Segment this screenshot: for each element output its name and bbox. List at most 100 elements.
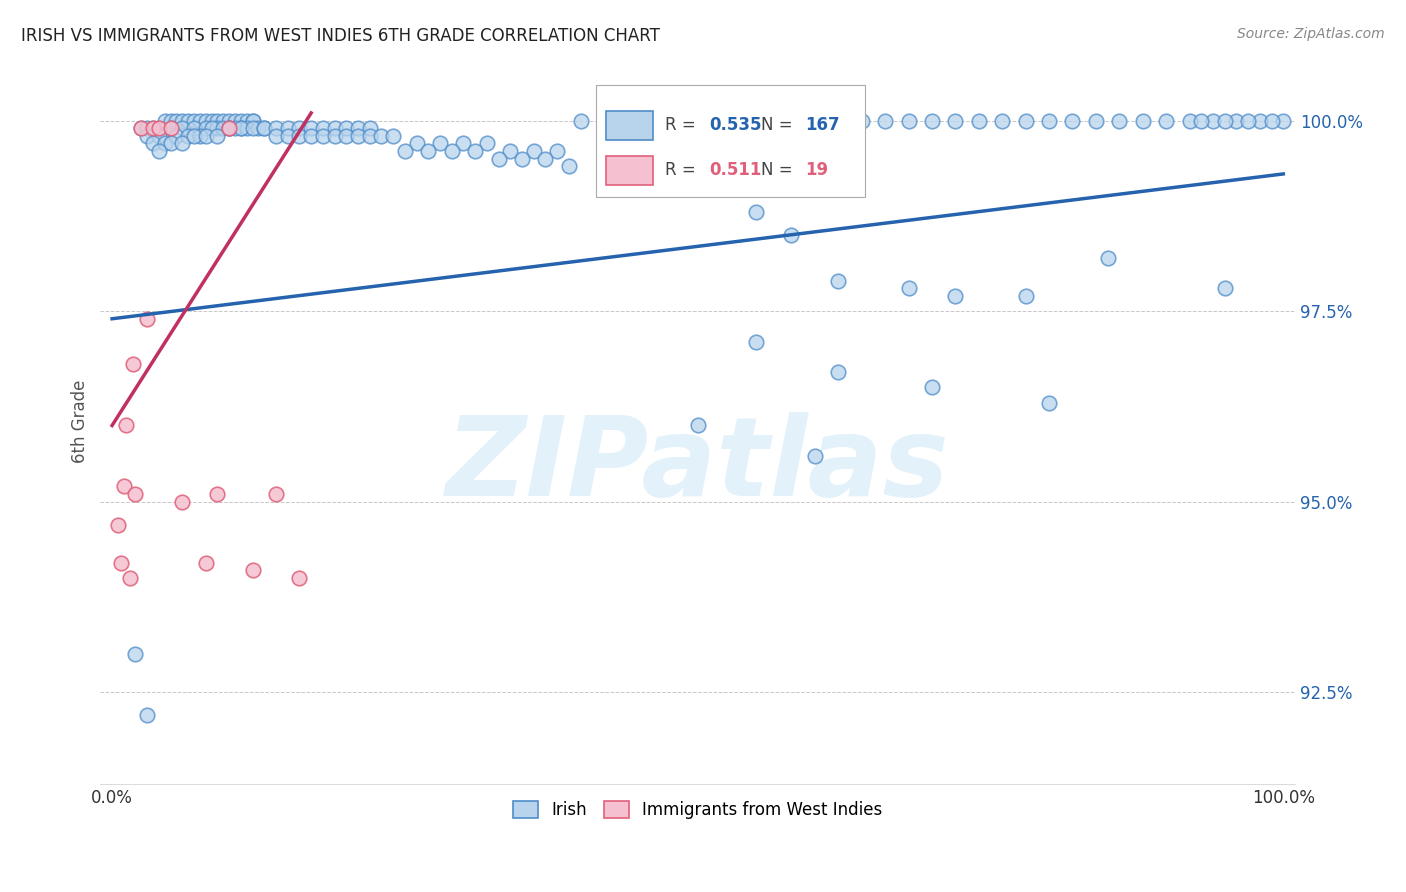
Point: [264, 121, 287, 136]
Point: [159, 121, 181, 136]
Point: [136, 128, 159, 143]
Point: [183, 121, 205, 136]
Point: [142, 136, 165, 151]
Point: [299, 121, 322, 136]
Point: [136, 708, 159, 723]
Point: [1272, 113, 1295, 128]
Point: [124, 647, 146, 661]
Point: [277, 128, 299, 143]
Point: [686, 113, 709, 128]
Point: [253, 121, 276, 136]
Point: [148, 128, 170, 143]
Point: [1132, 113, 1154, 128]
Point: [335, 128, 357, 143]
Point: [1062, 113, 1084, 128]
Text: 167: 167: [806, 117, 839, 135]
Point: [804, 449, 827, 463]
Point: [405, 136, 427, 151]
Point: [194, 556, 217, 570]
Point: [242, 113, 264, 128]
Point: [558, 159, 581, 173]
Point: [734, 113, 756, 128]
Point: [347, 121, 370, 136]
Point: [159, 121, 181, 136]
Point: [664, 113, 686, 128]
Point: [118, 571, 141, 585]
Point: [242, 113, 264, 128]
Point: [207, 121, 229, 136]
Point: [107, 517, 129, 532]
Point: [1154, 113, 1177, 128]
Point: [188, 113, 211, 128]
Point: [943, 289, 966, 303]
Point: [370, 128, 392, 143]
Point: [640, 113, 662, 128]
Point: [159, 136, 181, 151]
Point: [115, 418, 138, 433]
Point: [593, 113, 616, 128]
Point: [1178, 113, 1201, 128]
Point: [218, 121, 240, 136]
Point: [745, 205, 768, 219]
Point: [177, 113, 200, 128]
Text: R =: R =: [665, 161, 702, 179]
Point: [1038, 395, 1060, 409]
Point: [827, 365, 849, 379]
Point: [1084, 113, 1107, 128]
Point: [804, 113, 827, 128]
Point: [218, 113, 240, 128]
Point: [1213, 113, 1236, 128]
Text: ZIPatlas: ZIPatlas: [446, 411, 949, 518]
Point: [153, 113, 176, 128]
Point: [921, 113, 943, 128]
Point: [523, 144, 546, 158]
Point: [166, 113, 188, 128]
Point: [745, 334, 768, 349]
Point: [148, 144, 170, 158]
Point: [212, 121, 235, 136]
Point: [312, 121, 335, 136]
Point: [464, 144, 486, 158]
Point: [1097, 251, 1119, 265]
Point: [112, 479, 135, 493]
Point: [440, 144, 463, 158]
Point: [288, 571, 311, 585]
FancyBboxPatch shape: [606, 156, 654, 185]
Point: [218, 121, 240, 136]
Point: [875, 113, 897, 128]
Point: [207, 128, 229, 143]
Point: [236, 113, 259, 128]
Point: [921, 380, 943, 394]
Point: [943, 113, 966, 128]
Point: [172, 113, 194, 128]
Point: [264, 487, 287, 501]
Point: [212, 113, 235, 128]
Point: [323, 121, 346, 136]
Point: [166, 128, 188, 143]
Text: R =: R =: [665, 117, 702, 135]
Point: [991, 113, 1014, 128]
Point: [359, 121, 381, 136]
Point: [142, 121, 165, 136]
Point: [312, 128, 335, 143]
Text: IRISH VS IMMIGRANTS FROM WEST INDIES 6TH GRADE CORRELATION CHART: IRISH VS IMMIGRANTS FROM WEST INDIES 6TH…: [21, 27, 659, 45]
Point: [1108, 113, 1130, 128]
Point: [1249, 113, 1271, 128]
Point: [967, 113, 990, 128]
Point: [288, 121, 311, 136]
Point: [224, 113, 246, 128]
Point: [780, 227, 803, 242]
Point: [534, 152, 557, 166]
Point: [177, 128, 200, 143]
Point: [1260, 113, 1282, 128]
Point: [183, 113, 205, 128]
Text: 0.511: 0.511: [710, 161, 762, 179]
Point: [1213, 281, 1236, 295]
Point: [277, 121, 299, 136]
Point: [229, 121, 252, 136]
Point: [110, 556, 132, 570]
Point: [242, 121, 264, 136]
Point: [247, 121, 270, 136]
Point: [394, 144, 416, 158]
Point: [207, 487, 229, 501]
